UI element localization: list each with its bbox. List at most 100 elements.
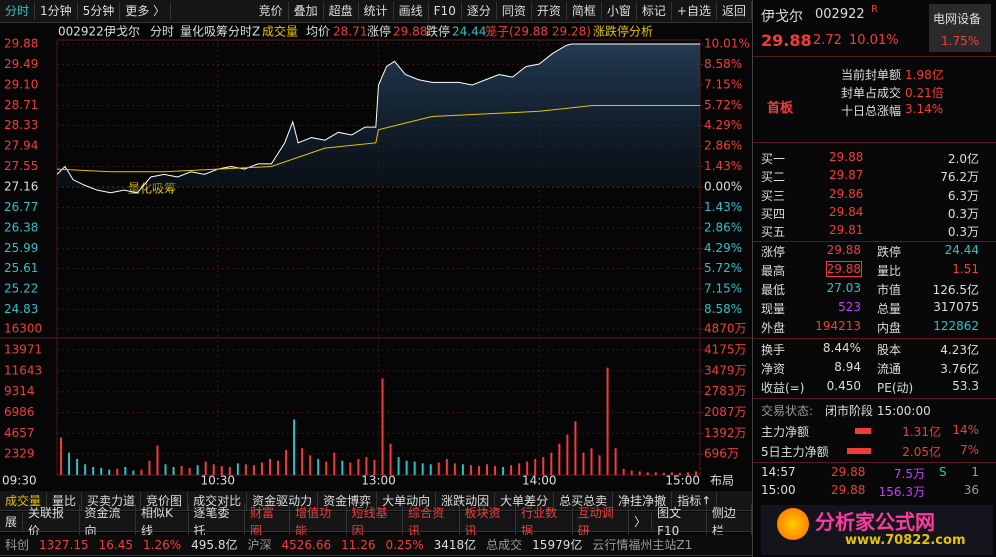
volume-bar — [662, 472, 665, 475]
price: 29.88 — [761, 31, 812, 50]
volume-bar — [333, 452, 336, 475]
x-tick-label: 09:30 — [2, 474, 37, 488]
volume-tick-label: 9314 — [4, 384, 35, 398]
tab[interactable]: 综合资讯 — [403, 503, 460, 540]
flag: R — [871, 4, 878, 15]
tab[interactable]: 展 — [0, 512, 24, 531]
volume-bar — [196, 465, 199, 475]
tab[interactable]: 净挂净撤 — [613, 491, 673, 510]
volume-bar — [606, 367, 609, 475]
status-item: 沪深 — [247, 538, 272, 552]
tool-button[interactable]: F10 — [429, 2, 462, 20]
stat-label: 最低 — [761, 283, 786, 297]
volume-y2-tick-label: 696万 — [704, 447, 739, 461]
sector-pct: 1.75% — [941, 34, 980, 48]
book-price: 29.84 — [829, 204, 864, 219]
volume-bar — [622, 468, 625, 475]
stat-label: 换手 — [761, 343, 786, 357]
flow-pct: 7% — [959, 443, 979, 457]
tab[interactable]: 更多 〉 — [120, 2, 172, 20]
tab[interactable]: 增值功能 — [290, 503, 347, 540]
tab[interactable]: 涨跌动因 — [436, 491, 496, 510]
layout-button[interactable]: 布局 — [710, 474, 734, 488]
volume-bar — [365, 457, 368, 475]
y-tick-label: 27.55 — [4, 159, 38, 173]
volume-bar — [678, 472, 681, 475]
volume-bar — [156, 445, 159, 475]
tab[interactable]: 竞价图 — [141, 491, 189, 510]
x-tick-label: 10:30 — [200, 474, 235, 488]
y-tick-label: 27.94 — [4, 138, 38, 152]
volume-bar — [574, 421, 577, 475]
volume-tick-label: 11643 — [4, 363, 42, 377]
volume-bar — [132, 470, 135, 475]
tool-button[interactable]: 逐分 — [462, 2, 497, 20]
tab[interactable]: 5分钟 — [78, 2, 121, 20]
y2-tick-label: 5.72% — [704, 98, 742, 112]
tab[interactable]: 资金流向 — [80, 503, 136, 540]
stat-label: 收益(=) — [761, 381, 805, 395]
tool-button[interactable]: 返回 — [717, 2, 752, 20]
volume-bar — [309, 455, 312, 475]
tab[interactable]: 图文F10 — [652, 503, 707, 540]
tool-button[interactable]: 统计 — [359, 2, 394, 20]
book-label: 买一 — [761, 152, 786, 166]
volume-bar — [630, 470, 633, 475]
tab[interactable]: 量比 — [47, 491, 83, 510]
tab[interactable]: 资金博弈 — [318, 491, 378, 510]
tool-button[interactable]: 叠加 — [289, 2, 324, 20]
analysis[interactable]: 涨跌停分析 — [593, 24, 653, 39]
tool-button[interactable]: 竞价 — [254, 2, 289, 20]
tab[interactable]: 大单动向 — [377, 491, 437, 510]
tab[interactable]: 买卖力道 — [82, 491, 142, 510]
tab[interactable]: 关联报价 — [23, 503, 80, 540]
tab[interactable]: 大单差分 — [495, 491, 555, 510]
tool-button[interactable]: 超盘 — [324, 2, 359, 20]
y2-tick-label: 1.43% — [704, 159, 742, 173]
quote-panel: 伊戈尔 002922 R 电网设备 1.75% 29.88 2.72 10.01… — [752, 0, 996, 557]
volume-bar — [542, 457, 545, 475]
tool-button[interactable]: +自选 — [672, 2, 717, 20]
stat-value: 1.51 — [952, 262, 979, 276]
tool-button[interactable]: 小窗 — [602, 2, 637, 20]
volume-bar — [445, 458, 448, 475]
tab[interactable]: 资金驱动力 — [247, 491, 319, 510]
stat-value: 29.88 — [826, 243, 861, 257]
book-price: 29.88 — [829, 150, 864, 164]
tab[interactable]: 板块资讯 — [460, 503, 517, 540]
status-item: 15979亿 — [532, 538, 583, 552]
tab[interactable]: 相似K线 — [136, 503, 189, 540]
limit-down-label: 跌停 — [426, 24, 450, 39]
tab[interactable]: 逐笔委托 — [189, 503, 246, 540]
volume-tick-label: 4657 — [4, 426, 35, 440]
volume-bar — [654, 472, 657, 475]
tool-button[interactable]: 开资 — [532, 2, 567, 20]
tab[interactable]: 财富圈 — [245, 503, 291, 540]
sector[interactable]: 电网设备 — [933, 12, 982, 26]
volume-bar — [124, 466, 127, 475]
stat-value: 126.5亿 — [932, 283, 979, 297]
tab[interactable]: 分时 — [0, 2, 36, 20]
status-item: 4526.66 — [281, 538, 332, 552]
tab[interactable]: 〉 — [629, 512, 653, 531]
tab[interactable]: 1分钟 — [35, 2, 78, 20]
volume-bar — [188, 467, 191, 475]
seal-value: 0.21倍 — [905, 86, 944, 100]
tab[interactable]: 指标↑ — [672, 491, 718, 510]
tab[interactable]: 互动调研 — [573, 503, 630, 540]
volume-bar — [582, 452, 585, 475]
tool-button[interactable]: 简框 — [567, 2, 602, 20]
tool-button[interactable]: 画线 — [394, 2, 429, 20]
y2-tick-label: 1.43% — [704, 200, 742, 214]
tab[interactable]: 短线基因 — [347, 503, 404, 540]
tab[interactable]: 成交量 — [0, 491, 48, 510]
tool-button[interactable]: 标记 — [637, 2, 672, 20]
stat-value: 29.88 — [825, 261, 863, 277]
tab[interactable]: 行业数据 — [516, 503, 573, 540]
y2-tick-label: 10.01% — [704, 37, 750, 51]
tab[interactable]: 侧边栏 — [707, 503, 752, 540]
tab[interactable]: 总买总卖 — [554, 491, 614, 510]
tab[interactable]: 成交对比 — [188, 491, 248, 510]
volume-bar — [357, 458, 360, 475]
tool-button[interactable]: 同资 — [497, 2, 532, 20]
